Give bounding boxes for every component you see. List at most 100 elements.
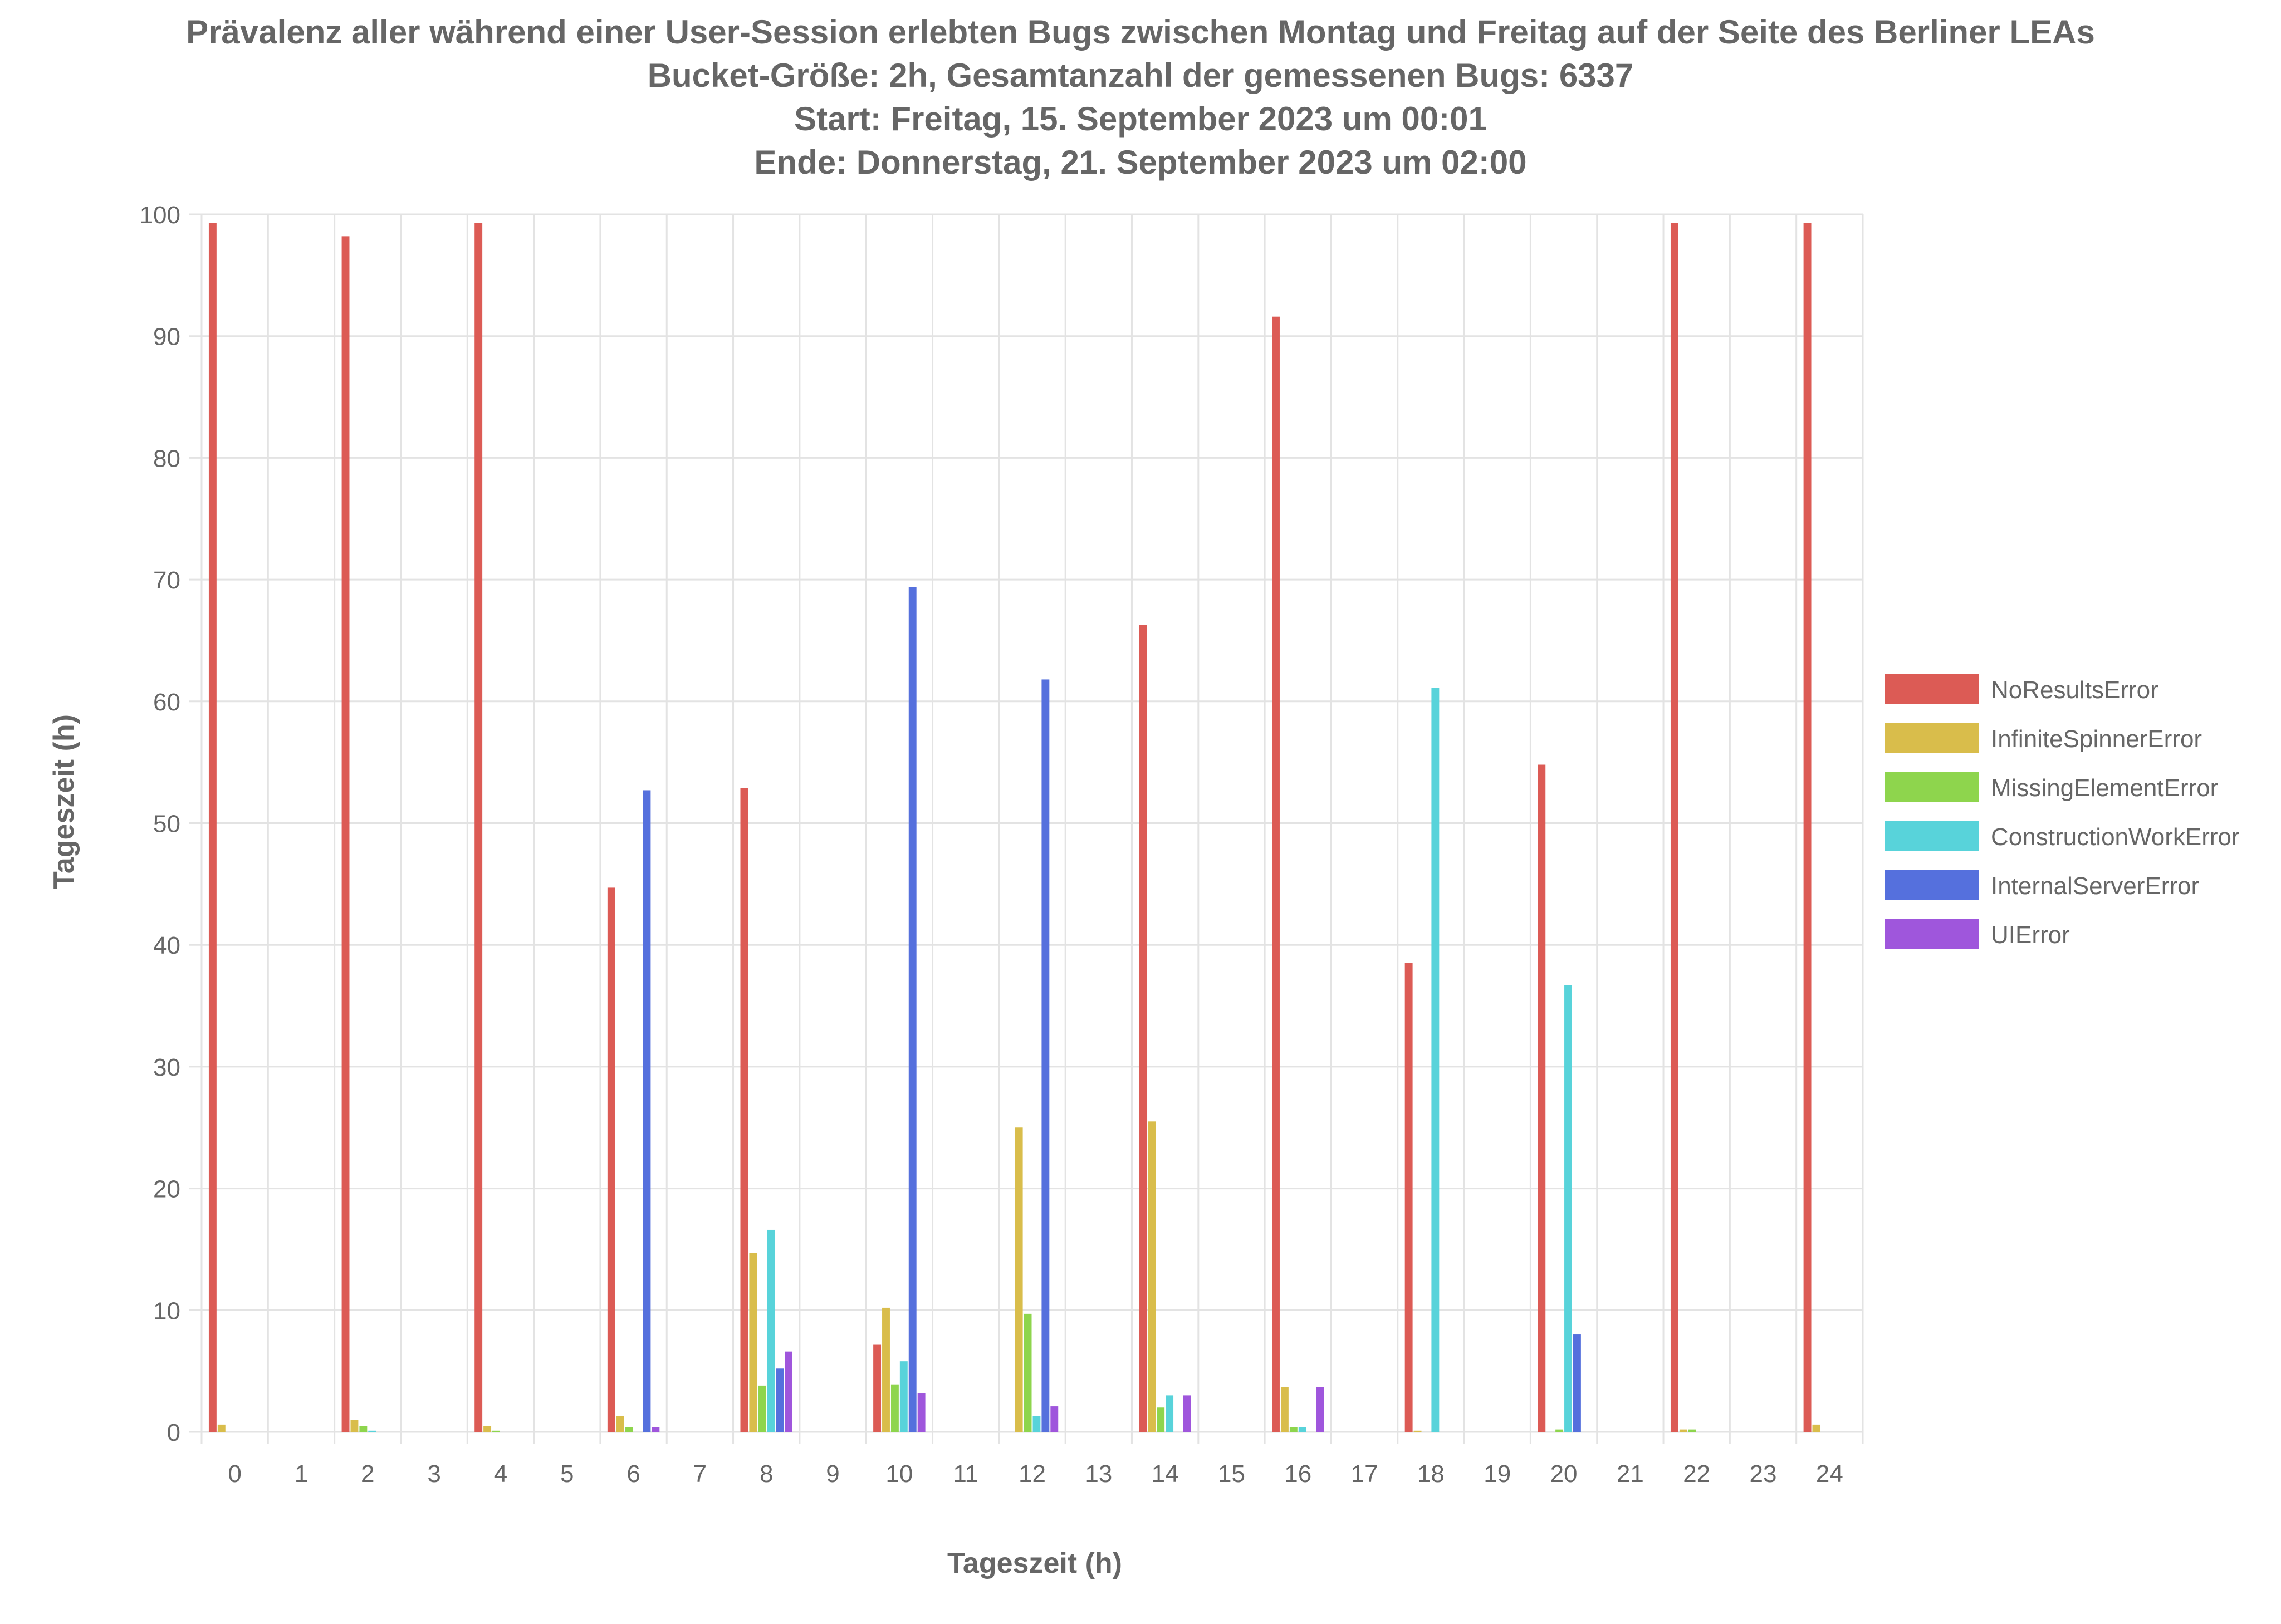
bar[interactable] [1803, 223, 1812, 1432]
y-tick-label: 0 [167, 1419, 180, 1446]
bar[interactable] [1032, 1416, 1041, 1432]
legend-swatch[interactable] [1885, 772, 1979, 802]
bar[interactable] [1812, 1424, 1820, 1432]
x-tick-label: 7 [693, 1460, 707, 1488]
bar[interactable] [625, 1427, 633, 1432]
bar[interactable] [607, 887, 615, 1432]
bar[interactable] [1564, 985, 1572, 1432]
bar[interactable] [767, 1229, 775, 1432]
bar[interactable] [1538, 764, 1546, 1432]
bar[interactable] [1166, 1395, 1174, 1432]
x-tick-label: 22 [1683, 1460, 1710, 1488]
bar[interactable] [776, 1368, 784, 1432]
bar[interactable] [1688, 1429, 1696, 1432]
x-tick-label: 21 [1617, 1460, 1644, 1488]
grid [189, 213, 1864, 1444]
bar[interactable] [1139, 625, 1147, 1432]
legend-label[interactable]: ConstructionWorkError [1991, 823, 2240, 851]
bar[interactable] [873, 1344, 882, 1432]
bar[interactable] [1404, 963, 1413, 1432]
bars [208, 223, 1820, 1432]
bar[interactable] [208, 223, 217, 1432]
chart-title-line-3: Start: Freitag, 15. September 2023 um 00… [794, 100, 1487, 138]
bar[interactable] [749, 1253, 757, 1432]
legend-label[interactable]: UIError [1991, 921, 2070, 949]
bar[interactable] [1670, 223, 1678, 1432]
bar[interactable] [341, 236, 350, 1432]
bar[interactable] [1024, 1313, 1032, 1432]
bar[interactable] [908, 587, 917, 1432]
bar[interactable] [1555, 1429, 1564, 1432]
legend-label[interactable]: InfiniteSpinnerError [1991, 725, 2202, 753]
x-tick-label: 23 [1750, 1460, 1777, 1488]
y-axis-label: Tageszeit (h) [48, 714, 80, 889]
y-tick-label: 10 [153, 1297, 180, 1324]
bar[interactable] [1015, 1127, 1023, 1432]
bar[interactable] [1679, 1429, 1687, 1432]
bar[interactable] [1148, 1121, 1156, 1432]
legend-swatch[interactable] [1885, 723, 1979, 753]
bar[interactable] [483, 1426, 492, 1432]
bar[interactable] [1157, 1407, 1165, 1432]
x-tick-label: 15 [1218, 1460, 1245, 1488]
bar[interactable] [1431, 688, 1440, 1432]
bar[interactable] [359, 1426, 368, 1432]
bar[interactable] [758, 1385, 766, 1432]
x-tick-label: 17 [1351, 1460, 1378, 1488]
y-tick-label: 50 [153, 811, 180, 838]
bar[interactable] [217, 1424, 226, 1432]
bar[interactable] [350, 1420, 359, 1432]
legend-swatch[interactable] [1885, 919, 1979, 949]
bar[interactable] [917, 1393, 926, 1432]
x-tick-label: 16 [1284, 1460, 1311, 1488]
y-tick-label: 90 [153, 323, 180, 351]
bar[interactable] [1050, 1406, 1059, 1432]
legend-swatch[interactable] [1885, 821, 1979, 851]
y-tick-label: 70 [153, 567, 180, 594]
bar[interactable] [1289, 1427, 1298, 1432]
chart-title: Prävalenz aller während einer User-Sessi… [186, 13, 2095, 181]
bar[interactable] [882, 1307, 890, 1432]
x-tick-label: 8 [760, 1460, 773, 1488]
bar[interactable] [1298, 1427, 1306, 1432]
bar[interactable] [652, 1427, 660, 1432]
bar[interactable] [643, 790, 651, 1432]
x-tick-label: 10 [885, 1460, 913, 1488]
bar[interactable] [740, 788, 748, 1432]
x-tick-label: 24 [1816, 1460, 1843, 1488]
legend-label[interactable]: NoResultsError [1991, 676, 2158, 704]
bar[interactable] [890, 1384, 899, 1432]
x-axis-label: Tageszeit (h) [947, 1547, 1122, 1579]
bar[interactable] [1280, 1387, 1289, 1432]
bar[interactable] [785, 1351, 792, 1432]
chart-title-line-1: Prävalenz aller während einer User-Sessi… [186, 13, 2095, 51]
bar[interactable] [1041, 679, 1050, 1432]
legend-swatch[interactable] [1885, 674, 1979, 704]
bar[interactable] [1413, 1430, 1422, 1432]
x-tick-label: 11 [953, 1460, 978, 1488]
bar[interactable] [368, 1430, 376, 1432]
chart-title-line-2: Bucket-Größe: 2h, Gesamtanzahl der gemes… [648, 57, 1634, 94]
bar[interactable] [1316, 1387, 1324, 1432]
legend[interactable]: NoResultsError InfiniteSpinnerError Missin… [1885, 674, 2240, 949]
bar[interactable] [474, 223, 483, 1432]
bar[interactable] [492, 1430, 500, 1432]
x-tick-label: 2 [361, 1460, 374, 1488]
bar[interactable] [899, 1361, 908, 1432]
legend-label[interactable]: InternalServerError [1991, 872, 2199, 900]
bar[interactable] [1272, 316, 1280, 1432]
bar[interactable] [616, 1416, 624, 1432]
bar[interactable] [1573, 1334, 1581, 1432]
x-tick-label: 0 [228, 1460, 241, 1488]
x-tick-label: 12 [1019, 1460, 1046, 1488]
y-tick-label: 60 [153, 689, 180, 716]
x-tick-label: 6 [626, 1460, 640, 1488]
legend-swatch[interactable] [1885, 870, 1979, 900]
bar[interactable] [1183, 1395, 1191, 1432]
legend-label[interactable]: MissingElementError [1991, 774, 2218, 802]
x-tick-label: 13 [1085, 1460, 1112, 1488]
x-tick-label: 9 [826, 1460, 839, 1488]
